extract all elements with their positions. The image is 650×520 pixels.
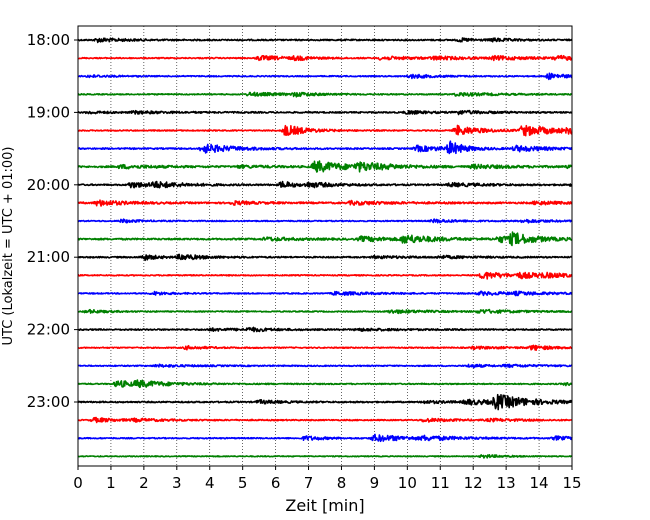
trace-2215 [77, 344, 573, 351]
x-tick-label: 14 [530, 474, 549, 492]
trace-1915 [77, 124, 573, 137]
x-tick-label: 4 [205, 474, 215, 492]
x-tick-label: 5 [238, 474, 248, 492]
trace-2345 [77, 454, 573, 459]
trace-2330 [77, 433, 573, 443]
x-tick-label: 9 [370, 474, 380, 492]
seismogram-traces [77, 37, 573, 459]
trace-1930 [77, 140, 573, 155]
plot-frame [77, 25, 573, 467]
y-axis-ticks: 18:00 19:00 20:00 21:00 22:00 23:00 [27, 31, 78, 411]
trace-2315 [77, 416, 573, 424]
x-tick-label: 2 [139, 474, 149, 492]
x-tick-label: 11 [431, 474, 450, 492]
trace-1830 [77, 72, 573, 81]
x-tick-label: 8 [337, 474, 347, 492]
y-tick-label: 20:00 [27, 176, 70, 194]
y-tick-label: 19:00 [27, 103, 70, 121]
x-axis-label: Zeit [min] [285, 496, 364, 515]
trace-1900 [77, 109, 573, 116]
x-tick-label: 15 [562, 474, 581, 492]
y-tick-label: 18:00 [27, 31, 70, 49]
x-tick-label: 1 [106, 474, 116, 492]
trace-2300 [77, 393, 573, 411]
y-tick-label: 23:00 [27, 393, 70, 411]
trace-1945 [77, 160, 573, 173]
x-grid [110, 26, 540, 466]
trace-2045 [77, 231, 573, 247]
trace-2015 [77, 199, 573, 207]
x-tick-label: 10 [398, 474, 417, 492]
x-axis-ticks: 0 1 2 3 4 5 6 7 8 9 10 11 12 13 14 15 [73, 466, 582, 492]
trace-2145 [77, 308, 573, 315]
trace-1815 [77, 54, 573, 62]
y-tick-label: 22:00 [27, 321, 70, 339]
trace-2245 [77, 379, 573, 389]
trace-2100 [77, 253, 573, 262]
trace-2030 [77, 218, 573, 224]
x-tick-label: 6 [271, 474, 281, 492]
x-tick-label: 13 [497, 474, 516, 492]
x-tick-label: 0 [73, 474, 83, 492]
y-tick-label: 21:00 [27, 248, 70, 266]
x-tick-label: 12 [464, 474, 483, 492]
trace-2200 [77, 326, 573, 333]
trace-1845 [77, 91, 573, 98]
trace-1800 [77, 37, 573, 44]
trace-2115 [77, 271, 573, 280]
y-axis-label: UTC (Lokalzeit = UTC + 01:00) [1, 147, 16, 346]
x-tick-label: 3 [172, 474, 182, 492]
x-tick-label: 7 [304, 474, 314, 492]
trace-2230 [77, 363, 573, 369]
trace-2000 [77, 180, 573, 189]
trace-2130 [77, 290, 573, 297]
